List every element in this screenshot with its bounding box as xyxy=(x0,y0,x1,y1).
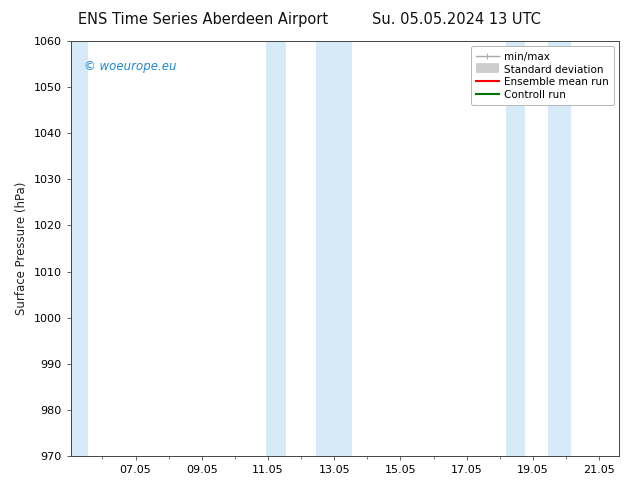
Bar xyxy=(507,41,525,456)
Bar xyxy=(266,41,286,456)
Bar xyxy=(71,41,87,456)
Text: © woeurope.eu: © woeurope.eu xyxy=(84,60,177,73)
Bar xyxy=(316,41,353,456)
Text: Su. 05.05.2024 13 UTC: Su. 05.05.2024 13 UTC xyxy=(372,12,541,27)
Bar xyxy=(548,41,571,456)
Legend: min/max, Standard deviation, Ensemble mean run, Controll run: min/max, Standard deviation, Ensemble me… xyxy=(470,46,614,105)
Y-axis label: Surface Pressure (hPa): Surface Pressure (hPa) xyxy=(15,182,28,315)
Text: ENS Time Series Aberdeen Airport: ENS Time Series Aberdeen Airport xyxy=(78,12,328,27)
